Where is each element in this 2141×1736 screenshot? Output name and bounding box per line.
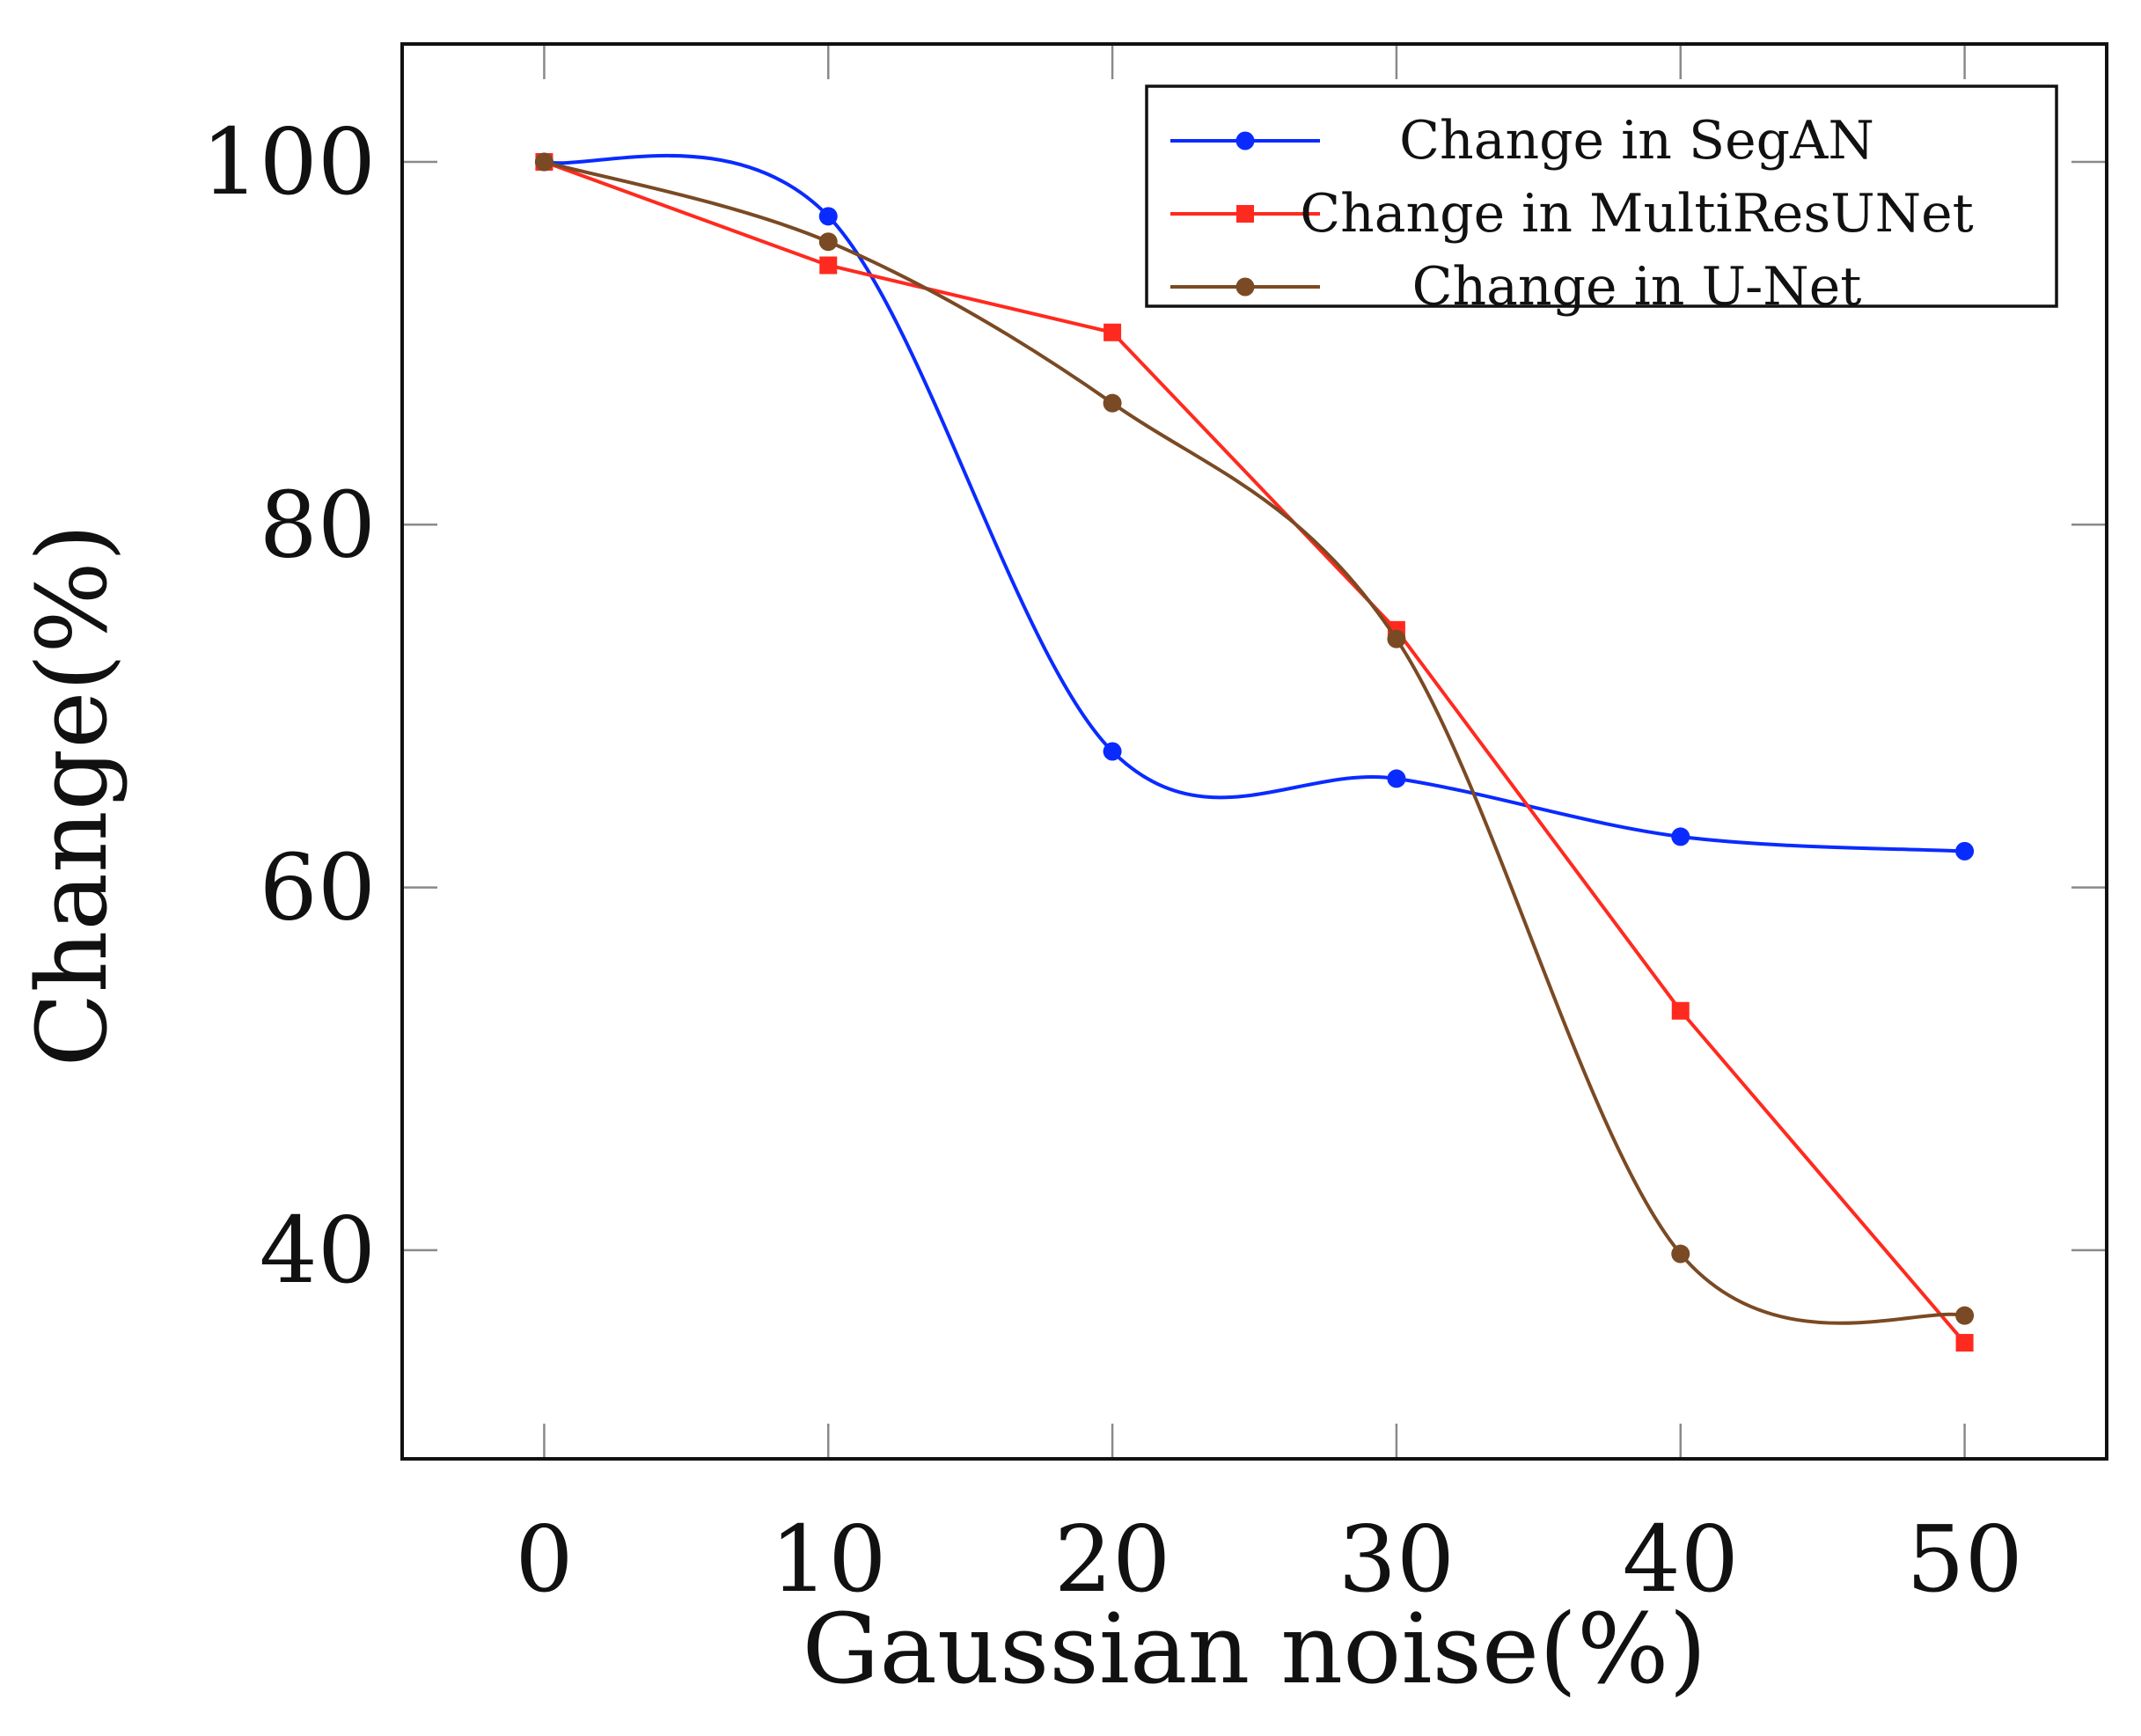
y-tick-label: 80 (260, 471, 376, 578)
data-point-segan-20 (1103, 742, 1122, 761)
plot-frame (400, 42, 2108, 1461)
tick-labels: 0 10 20 30 40 50 40 60 80 100 (201, 108, 2022, 1613)
legend: Change in SegAN Change in MultiResUNet Cha… (1145, 84, 2058, 318)
x-axis-label: Gaussian noise(%) (803, 1593, 1707, 1705)
data-point-u-net-30 (1387, 629, 1406, 648)
x-tick-label: 40 (1623, 1505, 1739, 1613)
legend-label-multiresunet: Change in MultiResUNet (1300, 183, 1974, 245)
x-tick-label: 50 (1906, 1505, 2022, 1613)
y-axis-label: Change(%) (16, 524, 128, 1066)
data-point-u-net-20 (1103, 393, 1122, 413)
data-point-segan-30 (1387, 769, 1406, 788)
x-tick-label: 10 (770, 1505, 886, 1613)
data-point-u-net-10 (818, 232, 838, 252)
legend-marker-u-net (1235, 277, 1255, 297)
y-tick-label: 40 (260, 1197, 376, 1304)
data-point-segan-40 (1671, 827, 1690, 846)
data-point-multiresunet-10 (819, 256, 838, 275)
y-tick-label: 100 (201, 108, 376, 216)
y-tick-label: 60 (260, 834, 376, 941)
axis-ticks (402, 44, 2107, 1459)
data-point-u-net-50 (1955, 1306, 1975, 1325)
data-point-multiresunet-20 (1103, 323, 1122, 341)
legend-marker-segan (1235, 131, 1255, 150)
data-point-u-net-40 (1671, 1244, 1690, 1264)
data-point-u-net-0 (534, 152, 554, 172)
legend-box (1145, 84, 2058, 308)
series-line-multiresunet (543, 160, 1967, 1344)
legend-label-u-net: Change in U-Net (1412, 256, 1862, 318)
data-point-multiresunet-50 (1955, 1334, 1974, 1352)
x-tick-label: 30 (1338, 1505, 1455, 1613)
data-point-segan-10 (818, 207, 838, 226)
x-tick-label: 0 (515, 1505, 573, 1613)
data-point-multiresunet-40 (1671, 1001, 1690, 1020)
legend-marker-multiresunet (1236, 205, 1254, 223)
data-point-segan-50 (1955, 841, 1975, 861)
series-layer (534, 152, 1975, 1352)
legend-label-segan: Change in SegAN (1399, 110, 1874, 172)
x-tick-label: 20 (1054, 1505, 1170, 1613)
